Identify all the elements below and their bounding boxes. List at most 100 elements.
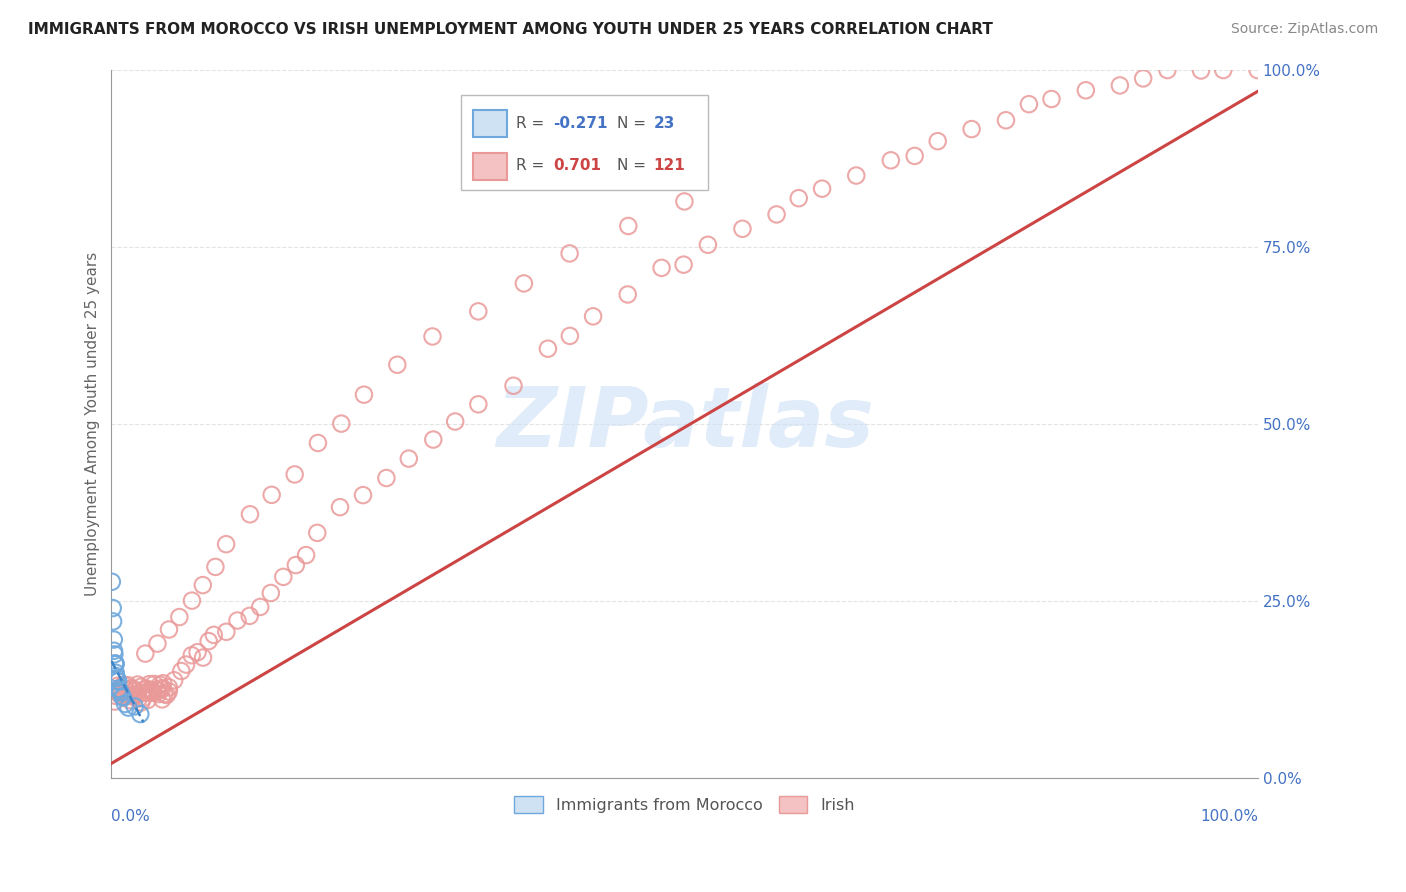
Point [148,684,170,698]
Point [153,687,176,701]
Point [115,683,138,698]
Point [284,558,307,572]
Point [117,678,139,692]
Text: 100.0%: 100.0% [1199,809,1258,824]
Point [582,310,605,324]
Point [121,681,143,696]
Point [502,378,524,392]
Point [104,657,127,671]
Point [1246,63,1268,78]
Point [148,687,170,701]
Point [1132,71,1154,86]
Point [307,525,329,540]
Text: R =: R = [516,158,550,173]
Point [105,671,128,685]
Point [129,707,152,722]
Point [191,650,214,665]
Point [295,548,318,562]
Point [110,683,132,698]
Text: 23: 23 [654,116,675,130]
Point [152,681,174,695]
Point [226,614,249,628]
Text: N =: N = [617,116,651,130]
Point [129,680,152,694]
Text: Source: ZipAtlas.com: Source: ZipAtlas.com [1230,22,1378,37]
Point [513,277,536,291]
Point [131,686,153,700]
Point [105,689,128,703]
Point [845,169,868,183]
Point [101,615,124,629]
Point [143,677,166,691]
Point [101,574,124,589]
Point [112,678,135,692]
Point [107,674,129,689]
Point [110,685,132,699]
Point [616,287,638,301]
Bar [472,153,508,179]
Point [124,683,146,698]
Text: R =: R = [516,116,550,130]
Point [104,657,127,672]
Point [118,693,141,707]
Point [467,304,489,318]
Point [127,687,149,701]
Point [107,684,129,698]
Text: ZIPatlas: ZIPatlas [496,384,873,465]
Point [146,637,169,651]
Point [1109,78,1132,93]
Point [673,194,696,209]
Point [880,153,903,168]
Point [141,685,163,699]
Point [215,537,238,551]
Point [731,221,754,235]
Point [122,690,145,704]
Y-axis label: Unemployment Among Youth under 25 years: Unemployment Among Youth under 25 years [86,252,100,596]
Point [174,657,197,672]
Point [146,683,169,698]
Point [142,685,165,699]
Point [132,682,155,697]
Point [617,219,640,233]
Point [444,415,467,429]
Point [135,686,157,700]
Point [114,697,136,711]
Point [127,677,149,691]
Text: 0.0%: 0.0% [111,809,150,824]
Point [260,488,283,502]
Point [111,690,134,705]
FancyBboxPatch shape [461,95,707,190]
Point [197,634,219,648]
Point [136,693,159,707]
Point [422,329,444,343]
Point [124,699,146,714]
Point [260,586,283,600]
Point [927,134,949,148]
Legend: Immigrants from Morocco, Irish: Immigrants from Morocco, Irish [508,789,860,819]
Point [103,644,125,658]
Point [108,683,131,698]
Point [204,560,226,574]
Point [273,570,295,584]
Point [787,191,810,205]
Point [111,690,134,704]
Text: 121: 121 [654,158,685,173]
Point [157,623,180,637]
Text: -0.271: -0.271 [553,116,607,130]
Point [249,599,271,614]
Point [138,677,160,691]
Point [120,681,142,696]
Point [139,682,162,697]
Point [105,673,128,688]
Point [157,681,180,695]
Point [329,500,352,515]
Point [387,358,409,372]
Point [169,610,191,624]
Point [128,691,150,706]
Text: 0.701: 0.701 [553,158,600,173]
Point [1018,97,1040,112]
Point [284,467,307,482]
Point [124,689,146,703]
Point [141,683,163,698]
Point [353,387,375,401]
